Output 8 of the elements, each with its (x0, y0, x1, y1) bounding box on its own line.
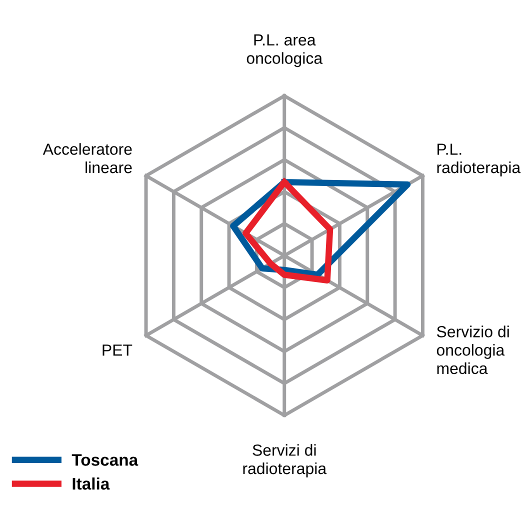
spoke-label: Acceleratore lineare (42, 143, 132, 174)
spoke-label: P.L. area oncologica (246, 34, 323, 68)
spoke-label: Servizi di radioterapia (243, 444, 327, 478)
spoke-label: P.L. radioterapia (437, 144, 521, 176)
legend-label: Italia (72, 477, 110, 490)
spoke-label: Servizio di oncologia medica (436, 326, 509, 374)
spoke-label: PET (102, 344, 132, 356)
legend-label: Toscana (72, 454, 138, 466)
